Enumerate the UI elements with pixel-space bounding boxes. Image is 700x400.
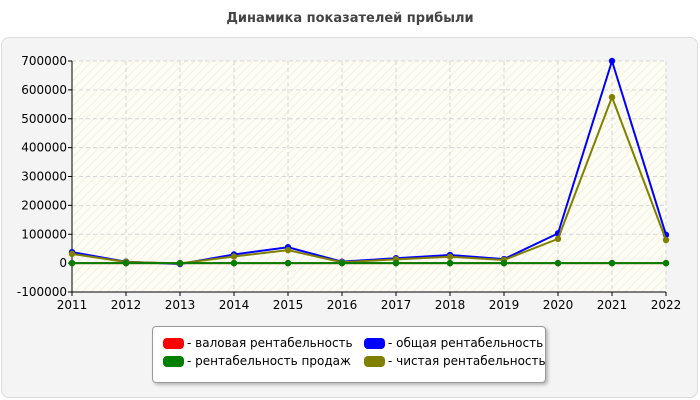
axes <box>68 60 667 296</box>
series-point-2 <box>392 259 400 267</box>
y-tick-label: 400000 <box>21 141 67 155</box>
series-point-2 <box>338 259 346 267</box>
x-tick-label: 2011 <box>57 298 88 312</box>
series-point-2 <box>608 259 616 267</box>
series-point-3 <box>554 235 562 243</box>
series-point-3 <box>608 93 616 101</box>
x-tick-label: 2018 <box>435 298 466 312</box>
y-tick-label: 0 <box>59 256 67 270</box>
x-tick-label: 2022 <box>651 298 682 312</box>
y-tick-label: 300000 <box>21 170 67 184</box>
chart-title: Динамика показателей прибыли <box>226 11 474 26</box>
series-point-2 <box>230 259 238 267</box>
series-point-3 <box>68 250 76 258</box>
series-point-2 <box>122 259 130 267</box>
series-point-2 <box>500 259 508 267</box>
y-tick-label: 100000 <box>21 227 67 241</box>
legend-item-total[interactable]: - общая рентабельность <box>364 336 543 350</box>
x-tick-label: 2012 <box>111 298 142 312</box>
x-tick-label: 2020 <box>543 298 574 312</box>
x-tick-labels: 2011 2012 2013 2014 2015 2016 2017 2018 2019 2020… <box>57 298 682 312</box>
y-tick-label: 200000 <box>21 198 67 212</box>
y-tick-labels: 700000 600000 500000 400000 300000 200000 1000… <box>17 54 67 299</box>
x-tick-label: 2014 <box>219 298 250 312</box>
series-point-2 <box>68 259 76 267</box>
x-tick-label: 2021 <box>597 298 628 312</box>
series-point-3 <box>284 246 292 254</box>
x-tick-label: 2019 <box>489 298 520 312</box>
series-point-2 <box>554 259 562 267</box>
legend-label-gross: - валовая рентабельность <box>187 336 353 350</box>
x-tick-label: 2013 <box>165 298 196 312</box>
series-point-3 <box>230 253 238 260</box>
y-tick-label: -100000 <box>17 285 67 299</box>
series-point-3 <box>446 253 454 260</box>
legend-swatch-sales <box>163 355 184 367</box>
x-tick-label: 2015 <box>273 298 304 312</box>
legend-label-sales: - рентабельность продаж <box>187 354 351 368</box>
legend: - валовая рентабельность - общая рентабе… <box>152 326 546 383</box>
legend-swatch-net <box>364 355 385 367</box>
series-point-2 <box>662 259 670 267</box>
series-point-2 <box>446 259 454 267</box>
legend-item-net[interactable]: - чистая рентабельность <box>364 354 546 368</box>
y-tick-label: 600000 <box>21 83 67 97</box>
legend-swatch-total <box>364 337 385 349</box>
x-tick-label: 2017 <box>381 298 412 312</box>
series-point-1 <box>608 57 616 65</box>
legend-item-sales[interactable]: - рентабельность продаж <box>163 354 351 368</box>
legend-label-total: - общая рентабельность <box>388 336 544 350</box>
legend-label-net: - чистая рентабельность <box>388 354 546 368</box>
series-point-3 <box>662 236 670 244</box>
series-point-2 <box>176 259 184 267</box>
series-layer <box>68 57 670 268</box>
legend-swatch-gross <box>163 337 184 349</box>
series-point-2 <box>284 259 292 267</box>
y-tick-label: 700000 <box>21 54 67 68</box>
legend-item-gross[interactable]: - валовая рентабельность <box>163 336 353 350</box>
y-tick-label: 500000 <box>21 112 67 126</box>
x-tick-label: 2016 <box>327 298 358 312</box>
